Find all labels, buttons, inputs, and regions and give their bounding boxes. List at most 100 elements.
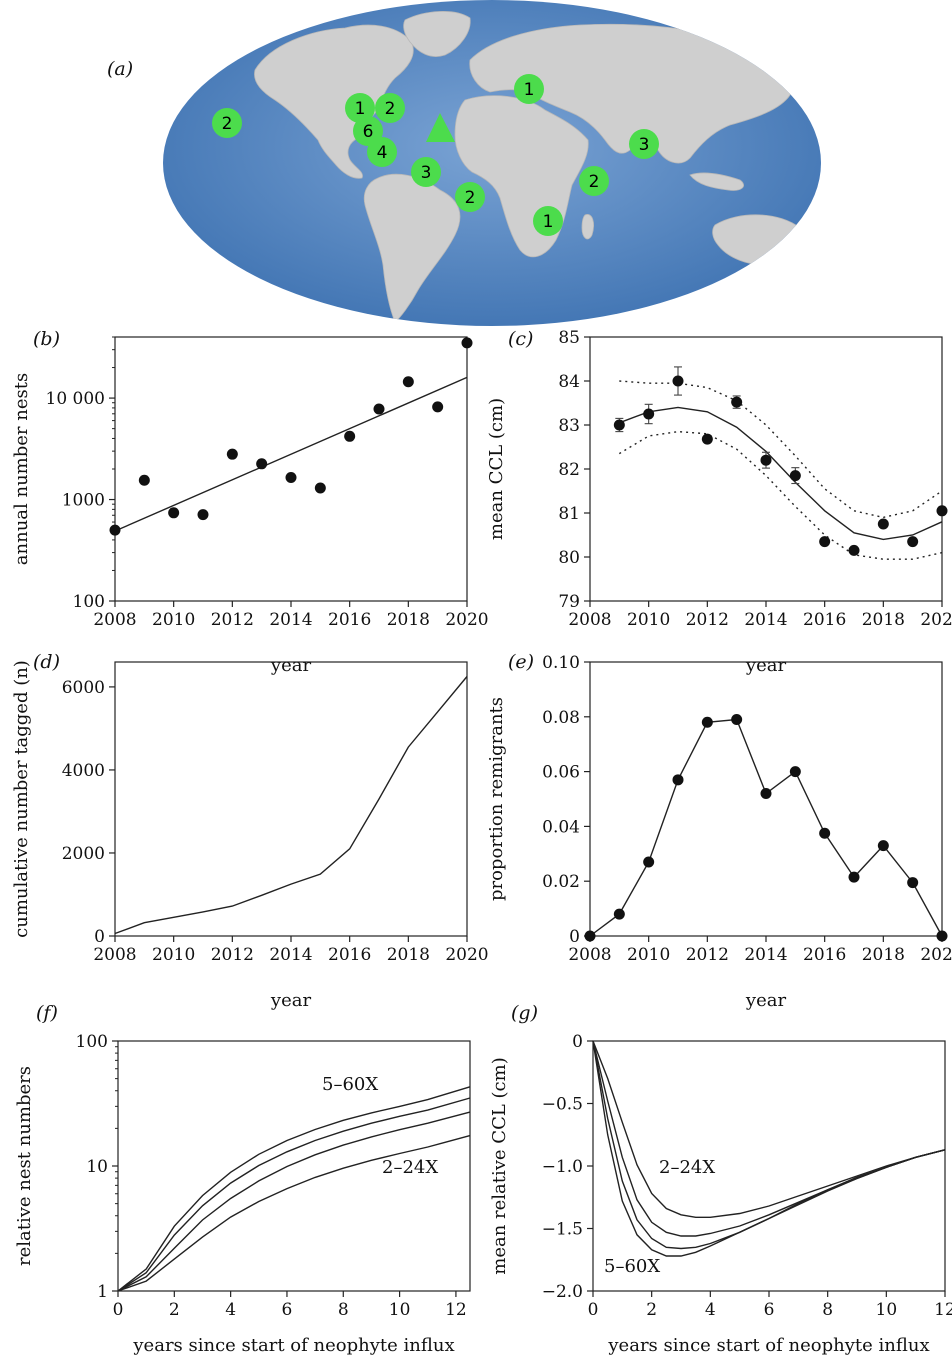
y-tick-label: 10 000 <box>46 389 105 409</box>
x-tick-label: 2020 <box>445 945 488 965</box>
y-axis-label: proportion remigrants <box>486 697 507 901</box>
y-tick-label: 0 <box>572 1032 583 1052</box>
x-tick-label: 8 <box>822 1300 833 1320</box>
panel-e-chart: (e) 2008 2010 2012 2014 2016 2018 2020 0 0.02 0.04… <box>486 651 952 1011</box>
y-tick-label: 1000 <box>62 491 105 511</box>
data-point <box>731 396 743 408</box>
x-tick-label: 2018 <box>387 610 430 630</box>
x-axis-label: year <box>270 655 312 676</box>
panel-label: (e) <box>508 651 534 673</box>
y-tick-label: 0 <box>569 927 580 947</box>
y-tick-label: 81 <box>558 504 580 524</box>
x-tick-label: 2010 <box>152 945 195 965</box>
panel-label: (f) <box>36 1002 58 1024</box>
y-tick-label: 0.10 <box>542 653 580 673</box>
marker-count: 2 <box>222 114 233 134</box>
y-tick-label: 6000 <box>62 678 105 698</box>
y-tick-label: 0.06 <box>542 763 580 783</box>
y-tick-label: 0.04 <box>542 817 580 837</box>
series-annotation: 5–60X <box>604 1256 660 1277</box>
x-tick-label: 12 <box>445 1300 467 1320</box>
data-point <box>848 544 860 556</box>
y-tick-label: −1.0 <box>542 1157 583 1177</box>
y-tick-label: 79 <box>558 592 580 612</box>
marker-circle <box>629 129 659 159</box>
x-tick-label: 2014 <box>744 945 787 965</box>
x-tick-label: 2008 <box>568 945 611 965</box>
map-marker: 2 <box>375 93 405 123</box>
x-tick-label: 2010 <box>152 610 195 630</box>
marker-count: 2 <box>589 172 600 192</box>
y-axis-label: annual number nests <box>11 373 32 565</box>
panel-label: (c) <box>508 328 533 350</box>
panel-d-chart: (d) 2008 2010 2012 2014 2016 2018 2020 0 2000 4000… <box>11 651 489 1011</box>
y-tick-label: 0 <box>94 927 105 947</box>
map-marker: 1 <box>514 74 544 104</box>
data-point <box>936 505 948 517</box>
panel-f-chart: (f) 0 2 4 6 8 10 12 1 10 100 years since start of n… <box>14 1002 471 1356</box>
map-marker: 4 <box>367 137 397 167</box>
series-line-2 <box>592 1040 946 1250</box>
data-point <box>373 403 385 415</box>
x-tick-label: 2 <box>646 1300 657 1320</box>
data-point <box>936 930 948 942</box>
x-axis-label: year <box>745 655 787 676</box>
map-marker: 3 <box>411 157 441 187</box>
marker-circle <box>212 108 242 138</box>
series-line <box>589 718 943 937</box>
plot-frame <box>114 661 468 937</box>
data-point <box>643 856 655 868</box>
series-annotation: 5–60X <box>322 1074 378 1095</box>
panel-g-chart: (g) 0 2 4 6 8 10 12 0 −0.5 −1.0 −1.5 −2.0 years since… <box>489 1002 952 1356</box>
x-tick-label: 0 <box>113 1300 124 1320</box>
marker-count: 1 <box>355 99 366 119</box>
y-tick-label: 85 <box>558 328 580 348</box>
data-point <box>344 430 356 442</box>
y-axis-label: mean relative CCL (cm) <box>489 1057 510 1274</box>
x-tick-label: 2020 <box>920 610 952 630</box>
marker-count: 1 <box>543 212 554 232</box>
marker-count: 3 <box>421 163 432 183</box>
panel-b-chart: (b) 2008 2010 2012 2014 2016 2018 2020 100 1000 10… <box>11 328 489 676</box>
y-tick-label: 0.08 <box>542 708 580 728</box>
y-tick-label: 100 <box>76 1032 108 1052</box>
land-south-america <box>363 173 461 323</box>
data-point <box>760 788 772 800</box>
series-line-4 <box>117 1134 471 1292</box>
data-point <box>613 908 625 920</box>
series-line-1 <box>592 1040 946 1257</box>
data-point <box>402 376 414 388</box>
ci-upper-line <box>619 380 943 519</box>
x-tick-label: 0 <box>588 1300 599 1320</box>
y-axis-label: relative nest numbers <box>14 1066 35 1266</box>
x-axis-label: years since start of neophyte influx <box>132 1335 454 1356</box>
x-tick-label: 6 <box>764 1300 775 1320</box>
x-tick-label: 2014 <box>744 610 787 630</box>
data-point <box>877 840 889 852</box>
marker-count: 1 <box>524 80 535 100</box>
marker-count: 3 <box>639 135 650 155</box>
fit-line <box>114 376 468 532</box>
x-axis-label: year <box>745 990 787 1011</box>
y-tick-label: 0.02 <box>542 872 580 892</box>
x-tick-label: 2008 <box>93 610 136 630</box>
x-tick-label: 2016 <box>803 610 846 630</box>
series-line-3 <box>592 1040 946 1237</box>
x-tick-label: 2016 <box>803 945 846 965</box>
x-tick-label: 4 <box>705 1300 716 1320</box>
marker-circle <box>514 74 544 104</box>
y-axis-label: mean CCL (cm) <box>486 398 507 540</box>
y-tick-label: 100 <box>73 592 105 612</box>
x-tick-label: 10 <box>876 1300 898 1320</box>
fit-line <box>619 406 943 541</box>
x-tick-label: 2008 <box>93 945 136 965</box>
data-point <box>138 474 150 486</box>
data-point <box>613 419 625 431</box>
x-tick-label: 10 <box>389 1300 411 1320</box>
y-tick-label: 80 <box>558 548 580 568</box>
data-point <box>877 518 889 530</box>
data-point <box>789 470 801 482</box>
map-marker: 2 <box>212 108 242 138</box>
plot-frame <box>114 336 468 602</box>
